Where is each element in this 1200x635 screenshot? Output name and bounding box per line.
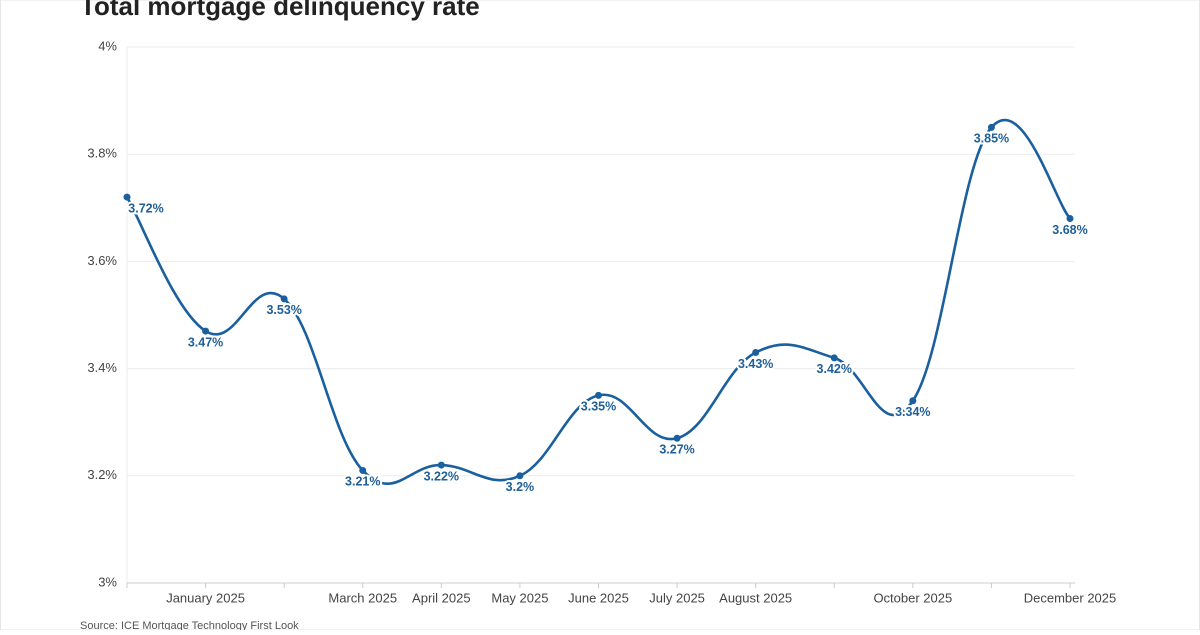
value-label: 3.27% [659, 443, 694, 457]
y-tick-label: 3.4% [87, 360, 117, 375]
point [909, 397, 917, 405]
x-tick-label: August 2025 [719, 590, 792, 605]
value-label: 3.68% [1052, 223, 1087, 237]
value-label: 3.53% [266, 303, 301, 317]
value-label: 3.35% [581, 400, 616, 414]
point [437, 461, 445, 469]
x-tick-label: April 2025 [412, 590, 471, 605]
point [830, 354, 838, 362]
x-tick-label: May 2025 [491, 590, 548, 605]
point [516, 472, 524, 480]
value-label: 3.72% [128, 201, 163, 215]
y-tick-label: 4% [98, 38, 117, 53]
point [359, 466, 367, 474]
line-series [125, 118, 1072, 485]
x-tick-label: July 2025 [649, 590, 705, 605]
x-tick-label: March 2025 [328, 590, 397, 605]
value-label: 3.43% [738, 357, 773, 371]
value-label: 3.22% [424, 469, 459, 483]
x-tick-label: October 2025 [873, 590, 952, 605]
y-tick-label: 3.8% [87, 146, 117, 161]
y-tick-label: 3.2% [87, 467, 117, 482]
value-label: 3.85% [974, 132, 1009, 146]
value-label: 3.42% [817, 362, 852, 376]
value-label: 3.47% [188, 335, 223, 349]
y-tick-label: 3.6% [87, 253, 117, 268]
value-label: 3.34% [895, 405, 930, 419]
point [987, 123, 995, 131]
value-label: 3.21% [345, 475, 380, 489]
y-tick-label: 3% [98, 574, 117, 589]
point [1066, 215, 1074, 223]
source-note: Source: ICE Mortgage Technology First Lo… [80, 620, 299, 630]
x-tick-label: June 2025 [568, 590, 629, 605]
point [202, 327, 210, 335]
point [280, 295, 288, 303]
x-tick-label: December 2025 [1024, 590, 1117, 605]
chart-title: Total mortgage delinquency rate [80, 0, 480, 21]
point [752, 349, 760, 357]
point [123, 193, 131, 201]
point [673, 434, 681, 442]
value-label: 3.2% [506, 480, 535, 494]
x-tick-label: January 2025 [166, 590, 245, 605]
point [595, 391, 602, 399]
